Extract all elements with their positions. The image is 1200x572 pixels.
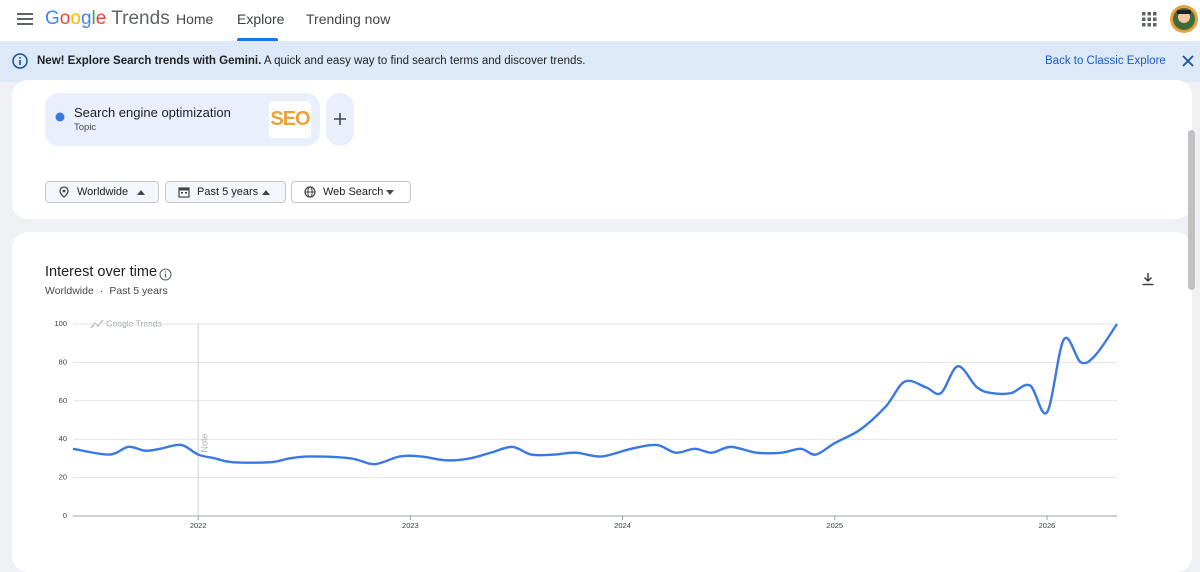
close-icon[interactable] xyxy=(1182,55,1194,67)
scrollbar-thumb[interactable] xyxy=(1188,130,1195,290)
help-icon[interactable] xyxy=(159,268,172,281)
logo-letter: g xyxy=(80,8,92,29)
search-term: Search engine optimization xyxy=(74,105,231,120)
classic-explore-link[interactable]: Back to Classic Explore xyxy=(1045,55,1166,67)
banner-message: New! Explore Search trends with Gemini. … xyxy=(37,55,585,67)
y-tick-label: 0 xyxy=(63,511,67,520)
logo[interactable]: Google Trends xyxy=(45,8,170,30)
y-tick-label: 20 xyxy=(59,473,67,482)
pin-icon xyxy=(59,186,69,198)
calendar-icon xyxy=(178,187,190,198)
time-filter[interactable]: Past 5 years xyxy=(165,181,286,203)
x-tick-label: 2025 xyxy=(826,521,843,530)
watermark: Google Trends xyxy=(90,318,162,329)
y-tick-label: 40 xyxy=(59,434,67,443)
logo-letter: G xyxy=(45,8,60,29)
nav-link[interactable]: Home xyxy=(176,11,214,27)
y-tick-label: 100 xyxy=(54,319,67,328)
panel-subtitle: Worldwide · Past 5 years xyxy=(45,285,168,297)
watermark-text: Google Trends xyxy=(106,318,162,328)
x-tick-label: 2024 xyxy=(614,521,631,530)
search-term-chip[interactable]: Search engine optimization Topic SEO xyxy=(45,93,320,146)
info-icon xyxy=(12,53,28,69)
filter-label: Web Search xyxy=(323,186,384,198)
x-tick-label: 2022 xyxy=(190,521,207,530)
download-icon[interactable] xyxy=(1141,272,1155,286)
region-filter[interactable]: Worldwide xyxy=(45,181,159,203)
plus-icon xyxy=(334,113,346,125)
caret-up xyxy=(137,189,145,195)
logo-letter: l xyxy=(91,8,96,29)
apps-icon[interactable] xyxy=(1142,12,1157,27)
y-tick-label: 80 xyxy=(59,357,67,366)
logo-letter: o xyxy=(59,8,71,29)
y-tick-label: 60 xyxy=(59,396,67,405)
menu-icon[interactable] xyxy=(17,11,34,27)
caret-down xyxy=(386,189,394,195)
filter-label: Worldwide xyxy=(77,186,129,198)
logo-letter: o xyxy=(70,8,81,29)
x-tick-label: 2023 xyxy=(402,521,419,530)
panel-title: Interest over time xyxy=(45,264,158,280)
interest-card xyxy=(12,232,1192,572)
series-dot xyxy=(55,112,65,122)
logo-letter: e xyxy=(95,8,107,29)
term-icon: SEO xyxy=(269,101,311,138)
top-bar: Google Trends Home Explore Trending now xyxy=(0,0,1200,41)
x-tick-label: 2026 xyxy=(1039,521,1056,530)
chart: Google Trends 0 20 40 60 80 100 2022 2023 2024 20… xyxy=(54,318,1118,530)
subtitle-region: Worldwide xyxy=(45,285,94,297)
globe-icon xyxy=(304,186,316,198)
banner-headline: New! Explore Search trends with Gemini. xyxy=(37,55,262,67)
banner-text: A quick and easy way to find search term… xyxy=(263,55,586,67)
logo-product: Trends xyxy=(111,8,170,29)
separator: · xyxy=(99,285,104,297)
subtitle-period: Past 5 years xyxy=(109,285,168,297)
logo-brand: Google xyxy=(45,8,106,29)
filter-label: Past 5 years xyxy=(197,186,259,198)
avatar[interactable] xyxy=(1169,4,1199,34)
add-term-button[interactable] xyxy=(326,93,354,146)
gemini-banner: New! Explore Search trends with Gemini. … xyxy=(0,41,1200,82)
caret-up xyxy=(262,189,270,195)
search-term-kind: Topic xyxy=(74,122,97,133)
active-tab-indicator xyxy=(237,38,278,41)
nav-link[interactable]: Explore xyxy=(237,11,285,27)
nav-link[interactable]: Trending now xyxy=(306,11,391,27)
annotation-text: Note xyxy=(200,433,210,452)
trend-line xyxy=(72,323,1118,466)
property-filter[interactable]: Web Search xyxy=(291,181,411,203)
